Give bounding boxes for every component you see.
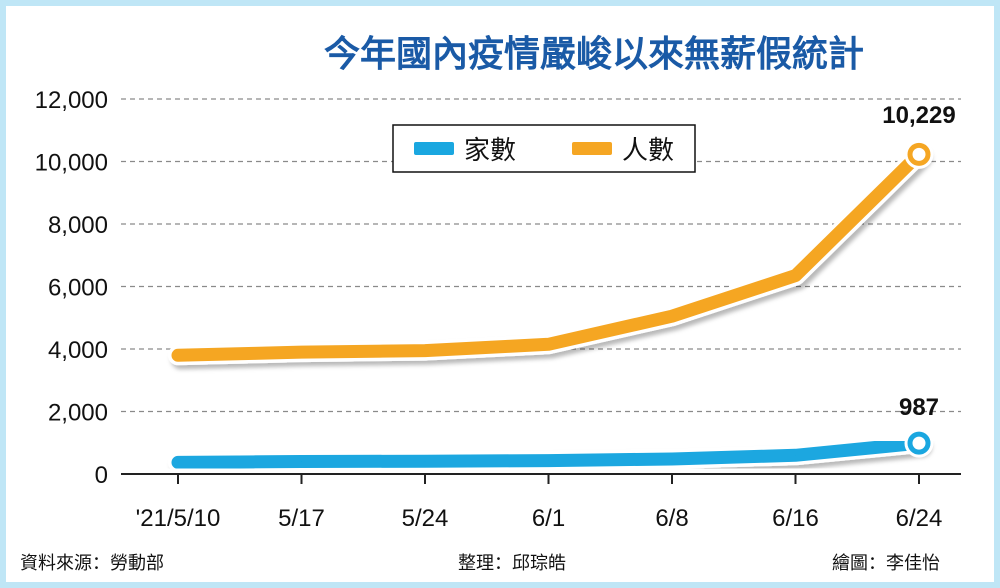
legend-box [392, 124, 696, 173]
x-tick-label: 5/24 [402, 505, 449, 532]
data-label-households-last: 987 [899, 394, 939, 421]
legend-label-workers: 人數 [622, 136, 674, 166]
x-tick-label: '21/5/10 [136, 505, 221, 532]
footer-source: 資料來源：勞動部 [20, 553, 164, 574]
y-tick-label: 0 [95, 462, 108, 489]
legend-label-households: 家數 [464, 136, 516, 166]
data-label-workers-last: 10,229 [882, 102, 955, 129]
legend-swatch-households [414, 142, 454, 155]
legend: 家數 人數 [392, 124, 696, 173]
x-tick-label: 6/16 [772, 505, 819, 532]
y-tick-label: 8,000 [48, 212, 108, 239]
x-tick-label: 6/24 [896, 505, 943, 532]
series-line [171, 147, 926, 362]
footer-illustrator: 繪圖：李佳怡 [832, 553, 940, 574]
chart: 今年國內疫情嚴峻以來無薪假統計 0 2,000 4,000 6,000 8,000 10,… [35, 34, 961, 532]
end-marker-inner [912, 147, 926, 161]
x-tick-label: 6/8 [655, 505, 688, 532]
chart-frame: 今年國內疫情嚴峻以來無薪假統計 0 2,000 4,000 6,000 8,000 10,… [6, 6, 994, 582]
y-tick-label: 10,000 [35, 150, 108, 177]
y-tick-label: 4,000 [48, 337, 108, 364]
x-tick-label: 5/17 [278, 505, 325, 532]
y-tick-label: 12,000 [35, 87, 108, 114]
chart-title: 今年國內疫情嚴峻以來無薪假統計 [324, 34, 864, 75]
x-tick-label: 6/1 [532, 505, 565, 532]
series-家數 [168, 433, 929, 473]
legend-swatch-workers [572, 142, 612, 155]
y-tick-label: 6,000 [48, 275, 108, 302]
y-tick-label: 2,000 [48, 400, 108, 427]
end-marker-inner [912, 436, 926, 450]
footer-editor: 整理：邱琮皓 [458, 553, 566, 574]
series-人數 [168, 144, 929, 366]
